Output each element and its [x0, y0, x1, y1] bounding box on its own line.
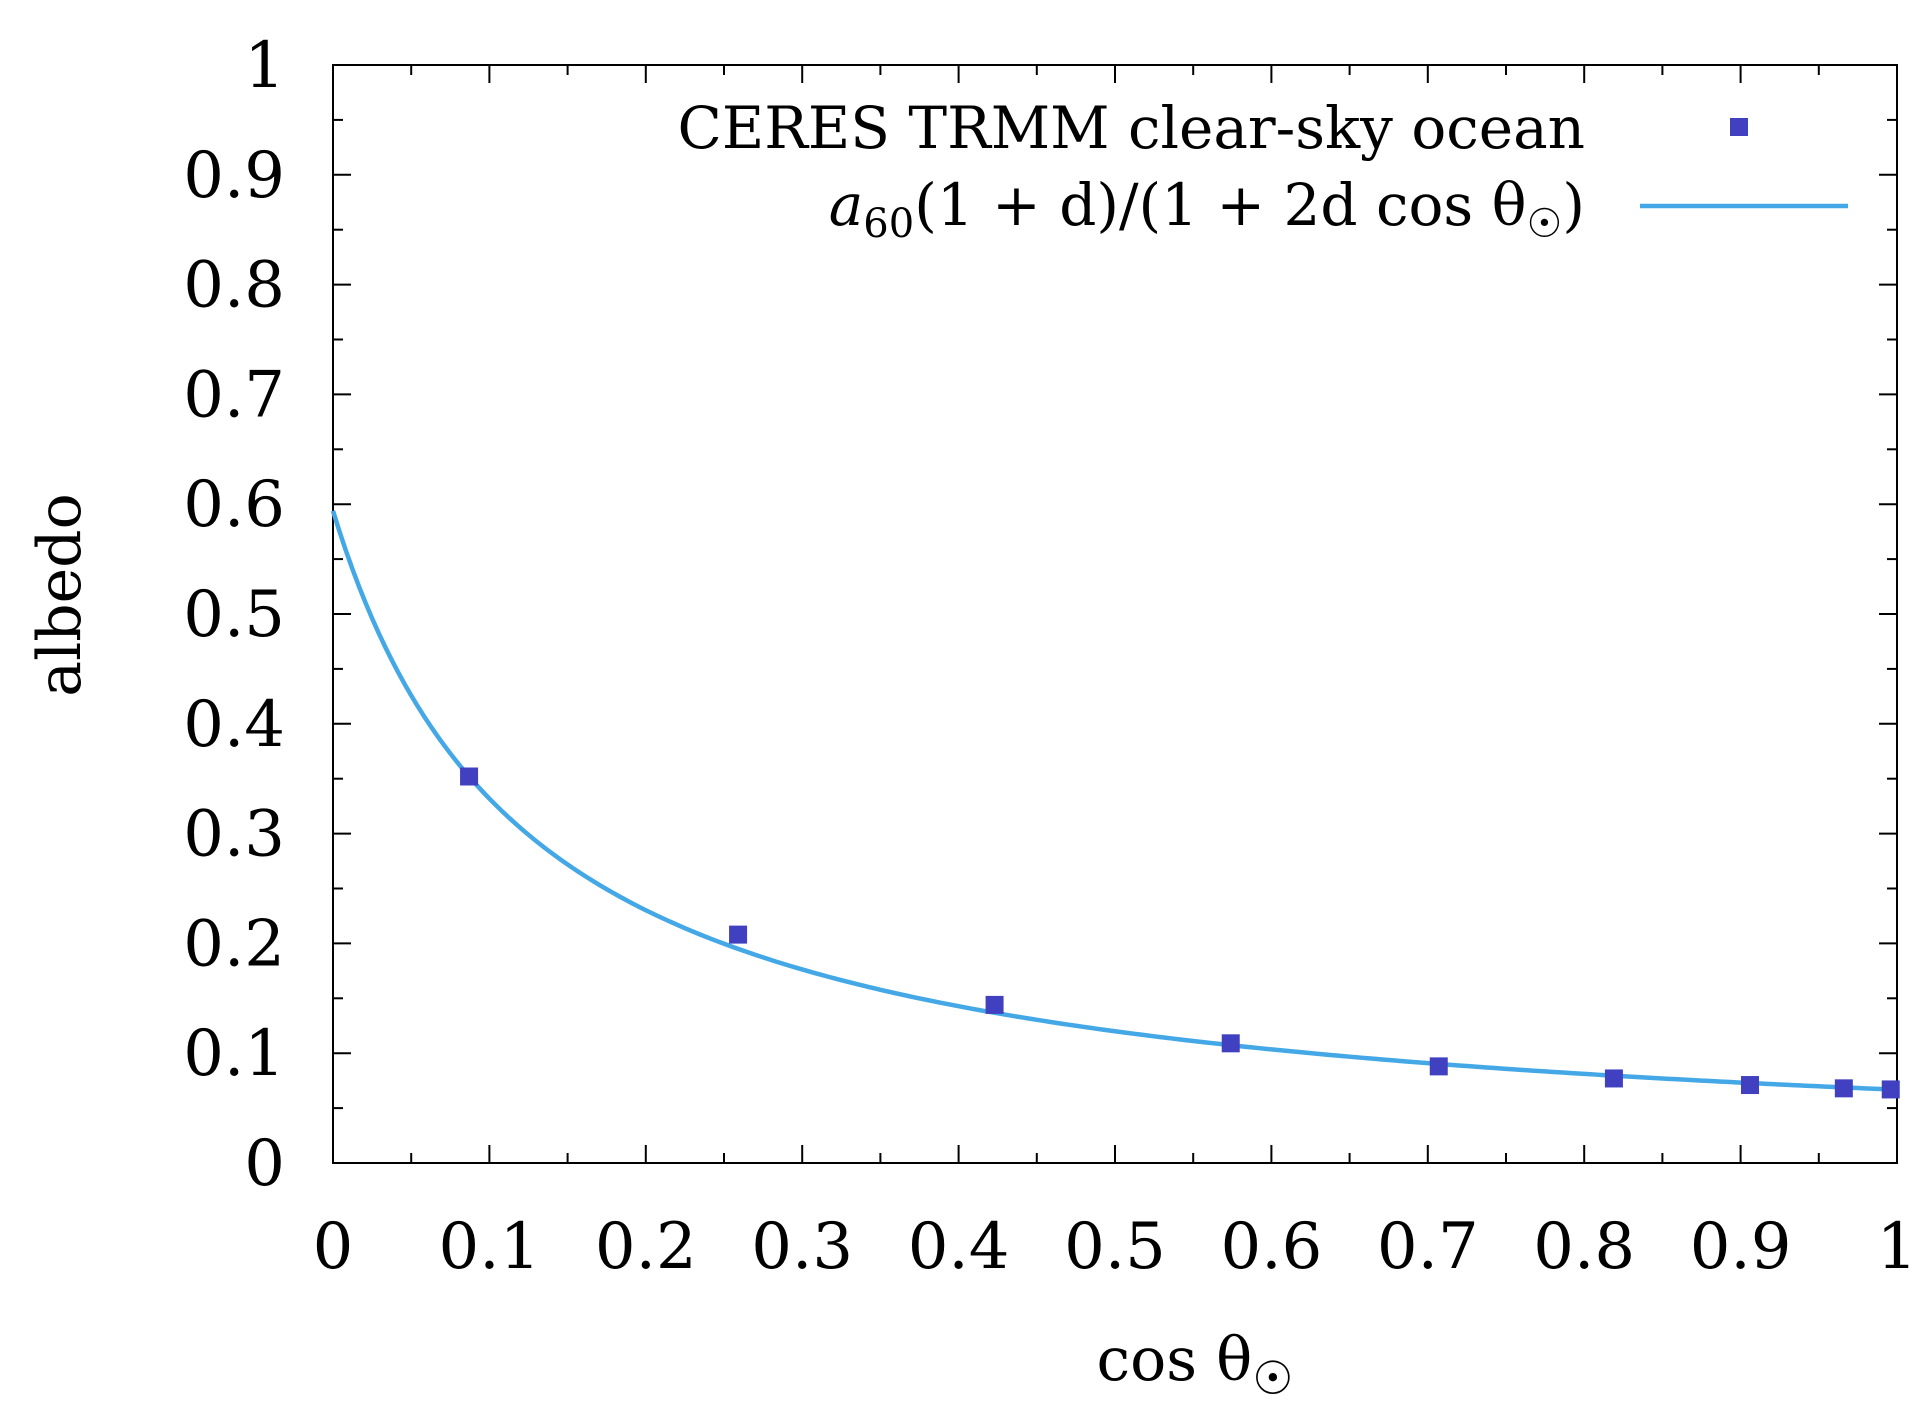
x-tick-label: 0.6 — [1221, 1210, 1323, 1284]
axis-ticks — [332, 64, 1898, 1164]
data-point — [460, 767, 479, 786]
y-tick-label: 0.8 — [183, 249, 285, 323]
y-tick-label: 0.5 — [183, 578, 285, 652]
data-point — [1834, 1079, 1853, 1098]
x-tick-label: 0.4 — [908, 1210, 1010, 1284]
x-tick-label: 0.7 — [1377, 1210, 1479, 1284]
legend-curve-rest: (1 + d)/(1 + 2d cos θ — [914, 171, 1526, 239]
y-axis-label: albedo — [25, 493, 95, 696]
legend-curve-close: ) — [1562, 171, 1585, 239]
legend-marker-points — [1730, 118, 1748, 136]
y-tick-label: 1 — [244, 29, 285, 103]
data-point — [1881, 1080, 1900, 1099]
data-point — [1740, 1076, 1759, 1095]
legend-curve-sub: 60 — [863, 201, 914, 247]
data-point — [1429, 1057, 1448, 1076]
legend: CERES TRMM clear-sky ocean a60(1 + d)/(1… — [678, 94, 1848, 247]
x-tick-label: 0.5 — [1064, 1210, 1166, 1284]
y-tick-label: 0.6 — [183, 468, 285, 542]
x-tick-label: 1 — [1877, 1210, 1918, 1284]
data-point — [729, 925, 748, 944]
y-tick-label: 0 — [244, 1127, 285, 1201]
x-axis-label-sub: ☉ — [1252, 1351, 1293, 1405]
data-point — [985, 995, 1004, 1014]
x-tick-label: 0.3 — [751, 1210, 853, 1284]
y-tick-label: 0.9 — [183, 139, 285, 213]
legend-label-curve: a60(1 + d)/(1 + 2d cos θ☉) — [829, 171, 1585, 247]
legend-label-points: CERES TRMM clear-sky ocean — [678, 94, 1586, 162]
x-tick-label: 0.9 — [1690, 1210, 1792, 1284]
data-points — [460, 767, 1900, 1099]
y-tick-label: 0.2 — [183, 907, 285, 981]
data-point — [1221, 1034, 1240, 1053]
x-axis-label-main: cos θ — [1097, 1325, 1253, 1395]
x-axis-label: cos θ☉ — [1097, 1325, 1294, 1405]
legend-curve-a: a — [829, 171, 864, 239]
y-tick-label: 0.7 — [183, 358, 285, 432]
x-tick-label: 0 — [313, 1210, 354, 1284]
legend-curve-sub2: ☉ — [1527, 201, 1563, 247]
x-tick-label: 0.8 — [1533, 1210, 1635, 1284]
x-tick-label: 0.1 — [439, 1210, 541, 1284]
y-tick-label: 0.1 — [183, 1017, 285, 1091]
data-point — [1604, 1069, 1623, 1088]
y-tick-labels: 0 0.1 0.2 0.3 0.4 0.5 0.6 0.7 0.8 0.9 1 — [183, 29, 285, 1201]
fit-curve — [330, 510, 1898, 1092]
x-tick-label: 0.2 — [595, 1210, 697, 1284]
y-tick-label: 0.3 — [183, 798, 285, 872]
y-tick-label: 0.4 — [183, 688, 285, 762]
x-tick-labels: 0 0.1 0.2 0.3 0.4 0.5 0.6 0.7 0.8 0.9 1 — [313, 1210, 1918, 1284]
